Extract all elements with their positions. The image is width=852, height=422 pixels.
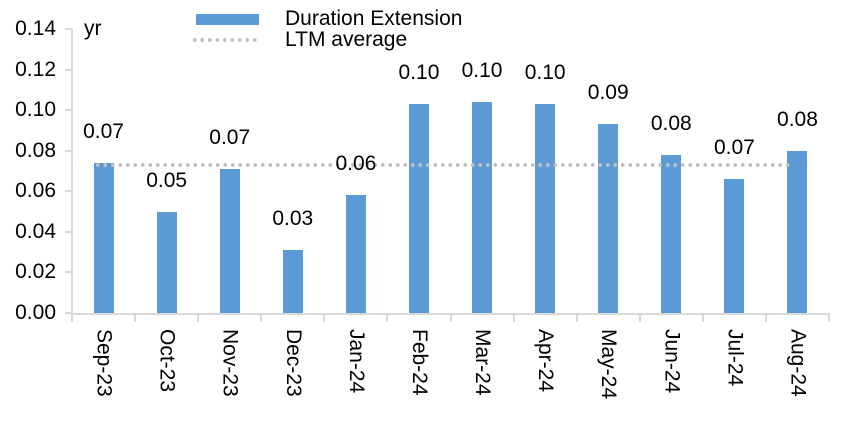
bar-Nov-23 <box>219 168 240 313</box>
x-axis-label-Apr-24: Apr-24 <box>534 329 558 393</box>
bar-Jun-24 <box>661 154 682 313</box>
x-axis-line <box>70 313 830 315</box>
x-axis-label-May-24: May-24 <box>597 329 621 400</box>
bar-Aug-24 <box>787 150 808 313</box>
y-axis-tick-label: 0.04 <box>15 219 56 243</box>
x-axis-label-Jun-24: Jun-24 <box>660 329 684 394</box>
x-axis-tick-mark <box>701 315 704 322</box>
y-axis-tick-label: 0.02 <box>15 260 56 284</box>
y-axis-tick-mark <box>65 28 72 30</box>
x-axis-label-Mar-24: Mar-24 <box>471 329 495 396</box>
y-axis-tick-label: 0.00 <box>15 301 56 324</box>
legend-dotted-line-swatch <box>191 38 259 42</box>
y-axis-tick-mark <box>65 230 72 233</box>
y-axis-tick-mark <box>65 271 72 274</box>
bar-value-label: 0.10 <box>524 61 566 85</box>
x-axis-tick-mark <box>197 315 200 322</box>
bar-value-label: 0.06 <box>335 152 377 176</box>
y-axis-tick-label: 0.08 <box>15 138 56 162</box>
bar-value-label: 0.09 <box>587 81 629 105</box>
x-axis-label-Sep-23: Sep-23 <box>92 329 116 397</box>
y-axis-unit-label: yr <box>84 17 102 40</box>
y-axis-tick-label: 0.14 <box>15 17 56 40</box>
x-axis-label-Aug-24: Aug-24 <box>786 329 810 397</box>
x-axis-label-Feb-24: Feb-24 <box>407 329 431 396</box>
y-axis-tick-mark <box>65 68 72 71</box>
legend-label-ltm-average: LTM average <box>285 28 408 51</box>
x-axis-label-Jan-24: Jan-24 <box>344 329 368 394</box>
bar-value-label: 0.07 <box>83 119 124 143</box>
bar-Oct-23 <box>156 211 177 313</box>
bar-Apr-24 <box>535 104 556 313</box>
bar-value-label: 0.08 <box>650 111 692 135</box>
bar-Mar-24 <box>472 102 493 313</box>
bar-value-label: 0.03 <box>272 207 314 231</box>
x-axis-label-Jul-24: Jul-24 <box>723 329 747 387</box>
x-axis-label-Dec-23: Dec-23 <box>281 329 305 397</box>
x-axis-tick-mark <box>323 315 326 322</box>
x-axis-tick-mark <box>71 315 73 322</box>
x-axis-tick-mark <box>449 315 452 322</box>
bar-May-24 <box>598 124 619 313</box>
y-axis-tick-label: 0.10 <box>15 98 56 122</box>
bar-Dec-23 <box>282 250 303 313</box>
legend-bar-swatch <box>196 14 259 25</box>
bar-value-label: 0.07 <box>713 136 755 160</box>
x-axis-tick-mark <box>260 315 263 322</box>
x-axis-label-Nov-23: Nov-23 <box>218 329 242 397</box>
bar-Jan-24 <box>345 195 366 313</box>
bar-Sep-23 <box>93 162 114 313</box>
x-axis-tick-mark <box>764 315 767 322</box>
y-axis-tick-label: 0.06 <box>15 179 56 203</box>
x-axis-tick-mark <box>386 315 389 322</box>
x-axis-tick-mark <box>575 315 578 322</box>
bar-value-label: 0.10 <box>461 59 503 83</box>
x-axis-tick-mark <box>638 315 641 322</box>
y-axis-tick-label: 0.12 <box>15 57 56 81</box>
ltm-average-line <box>94 162 793 167</box>
x-axis-tick-mark <box>828 315 830 322</box>
bar-value-label: 0.07 <box>209 125 251 149</box>
legend-label-duration-extension: Duration Extension <box>285 7 463 30</box>
bar-Feb-24 <box>408 104 429 313</box>
bar-value-label: 0.08 <box>777 107 818 131</box>
x-axis-tick-mark <box>512 315 515 322</box>
bar-value-label: 0.05 <box>146 168 188 192</box>
y-axis-tick-mark <box>65 109 72 112</box>
x-axis-tick-mark <box>134 315 137 322</box>
y-axis-tick-mark <box>65 149 72 152</box>
y-axis-tick-mark <box>65 190 72 193</box>
bar-value-label: 0.10 <box>398 61 440 85</box>
x-axis-label-Oct-23: Oct-23 <box>155 329 179 393</box>
bar-Jul-24 <box>724 179 745 313</box>
y-axis-tick-mark <box>65 312 72 314</box>
y-axis-line <box>71 29 73 315</box>
